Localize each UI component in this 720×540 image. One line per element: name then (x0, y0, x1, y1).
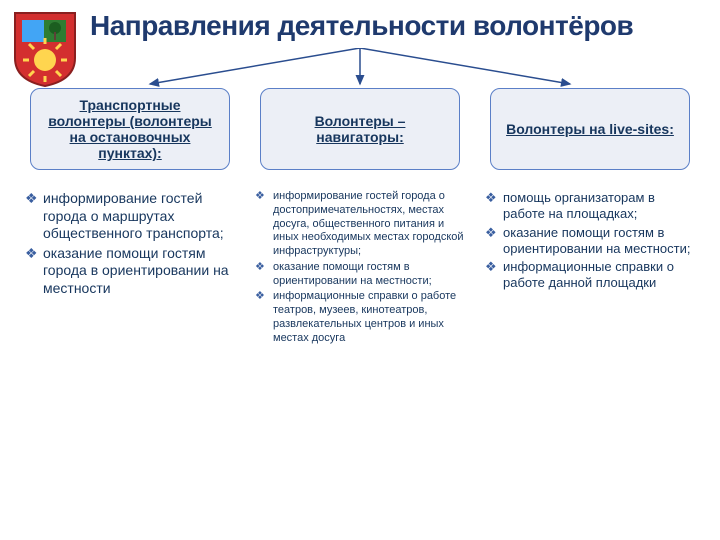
category-row: Транспортные волонтеры (волонтеры на ост… (30, 88, 690, 170)
category-box-0: Транспортные волонтеры (волонтеры на ост… (30, 88, 230, 170)
list-item: помощь организаторам в работе на площадк… (485, 190, 695, 223)
branch-arrows (0, 48, 720, 88)
list-item: оказание помощи гостям в ориентировании … (255, 261, 465, 289)
column-0: информирование гостей города о маршрутах… (25, 190, 235, 347)
list-item: оказание помощи гостям в ориентировании … (485, 225, 695, 258)
list-item: информационные справки о работе театров,… (255, 290, 465, 345)
list-item: информирование гостей города о маршрутах… (25, 190, 235, 243)
category-box-2: Волонтеры на live-sites: (490, 88, 690, 170)
column-2: помощь организаторам в работе на площадк… (485, 190, 695, 347)
list-item: оказание помощи гостям города в ориентир… (25, 245, 235, 298)
page-title: Направления деятельности волонтёров (90, 10, 700, 42)
list-item: информирование гостей города о достоприм… (255, 190, 465, 259)
column-1: информирование гостей города о достоприм… (255, 190, 465, 347)
columns-row: информирование гостей города о маршрутах… (25, 190, 695, 347)
sky-box (22, 20, 44, 42)
category-box-1: Волонтеры – навигаторы: (260, 88, 460, 170)
list-item: информационные справки о работе данной п… (485, 259, 695, 292)
